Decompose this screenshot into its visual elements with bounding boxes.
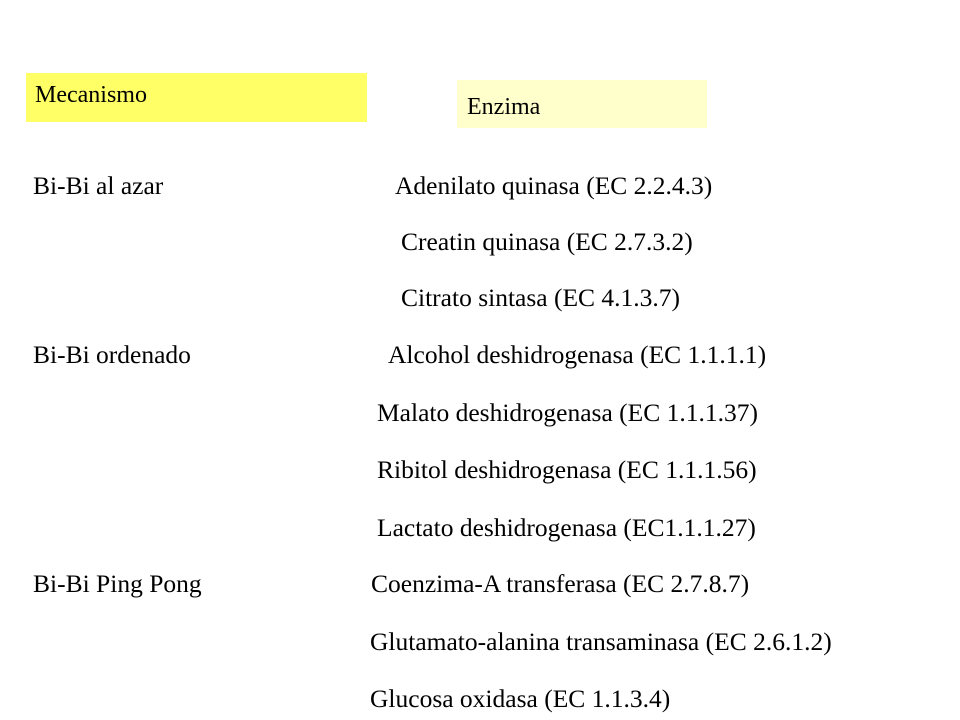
mechanism-row-1: Bi-Bi al azar bbox=[33, 171, 164, 200]
enzyme-row-8: Coenzima-A transferasa (EC 2.7.8.7) bbox=[371, 569, 750, 598]
enzyme-row-10: Glucosa oxidasa (EC 1.1.3.4) bbox=[370, 684, 671, 713]
enzyme-row-6: Ribitol deshidrogenasa (EC 1.1.1.56) bbox=[377, 455, 757, 484]
enzyme-row-1: Adenilato quinasa (EC 2.2.4.3) bbox=[395, 171, 713, 200]
enzyme-header: Enzima bbox=[457, 80, 707, 128]
enzyme-row-3: Citrato sintasa (EC 4.1.3.7) bbox=[401, 283, 681, 312]
enzyme-row-4: Alcohol deshidrogenasa (EC 1.1.1.1) bbox=[388, 340, 767, 369]
mechanism-row-4: Bi-Bi ordenado bbox=[33, 340, 191, 369]
mechanism-row-8: Bi-Bi Ping Pong bbox=[33, 569, 202, 598]
enzyme-row-5: Malato deshidrogenasa (EC 1.1.1.37) bbox=[377, 398, 758, 427]
enzyme-row-2: Creatin quinasa (EC 2.7.3.2) bbox=[401, 227, 693, 256]
mechanism-header-label: Mecanismo bbox=[35, 82, 147, 108]
enzyme-row-9: Glutamato-alanina transaminasa (EC 2.6.1… bbox=[370, 627, 832, 656]
enzyme-row-7: Lactato deshidrogenasa (EC1.1.1.27) bbox=[377, 513, 756, 542]
mechanism-header: Mecanismo bbox=[26, 73, 367, 122]
enzyme-header-label: Enzima bbox=[467, 93, 541, 120]
